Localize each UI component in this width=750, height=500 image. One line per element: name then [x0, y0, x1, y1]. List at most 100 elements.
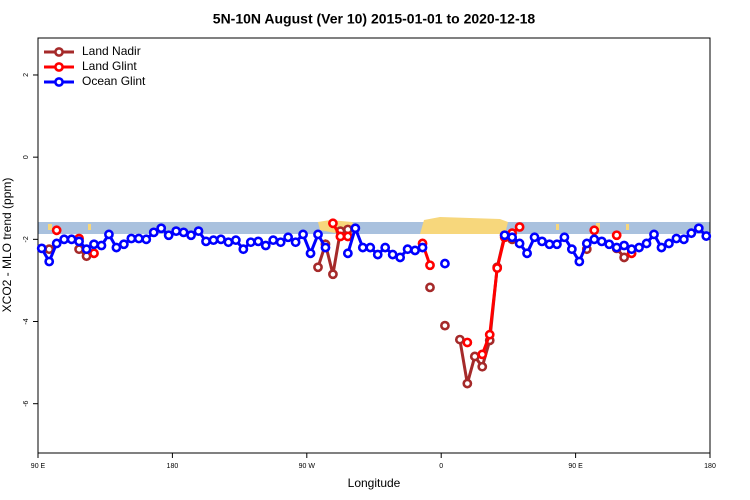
data-point — [589, 234, 600, 245]
x-tick-label: 90 E — [31, 463, 46, 470]
data-point — [641, 238, 652, 249]
data-point — [544, 239, 555, 250]
data-point — [104, 229, 114, 240]
data-point — [305, 248, 316, 259]
data-point — [626, 244, 637, 255]
data-point — [372, 249, 383, 260]
data-point — [298, 229, 308, 240]
data-point — [81, 244, 92, 255]
legend-label: Land Nadir — [82, 44, 141, 58]
data-point — [96, 240, 107, 251]
data-point — [417, 242, 428, 253]
data-point — [313, 262, 323, 273]
data-point — [425, 260, 435, 271]
legend-swatch-point — [54, 77, 64, 87]
data-point — [693, 223, 704, 234]
data-point — [36, 243, 47, 254]
data-point — [342, 231, 353, 242]
data-point — [462, 337, 473, 348]
data-point — [559, 232, 570, 243]
data-point — [245, 237, 256, 248]
data-point — [66, 234, 77, 245]
data-point — [387, 249, 398, 260]
data-point — [395, 252, 406, 263]
data-point — [133, 233, 144, 244]
data-point — [268, 235, 279, 246]
data-point — [44, 256, 55, 267]
data-point — [163, 230, 174, 241]
data-point — [686, 228, 697, 239]
chart-title: 5N-10N August (Ver 10) 2015-01-01 to 202… — [213, 11, 536, 27]
data-point — [477, 349, 488, 360]
data-point — [499, 230, 510, 241]
data-point — [350, 223, 361, 234]
data-point — [469, 351, 480, 362]
data-point — [514, 222, 525, 232]
x-tick-label: 180 — [704, 463, 716, 470]
data-point — [440, 258, 450, 269]
data-point — [148, 227, 159, 238]
x-tick-label: 180 — [167, 463, 179, 470]
data-point — [529, 232, 540, 243]
data-point — [89, 239, 99, 250]
data-point — [193, 226, 204, 237]
data-point — [74, 244, 84, 255]
data-point — [581, 238, 592, 249]
data-point — [507, 232, 518, 243]
y-tick-label: 0 — [23, 155, 30, 159]
data-point — [201, 236, 211, 247]
data-point — [156, 223, 167, 234]
data-point — [619, 240, 630, 251]
data-point — [223, 237, 234, 248]
data-point — [492, 263, 503, 273]
data-point — [208, 235, 219, 246]
data-point — [141, 234, 152, 245]
data-point — [230, 235, 241, 246]
data-point — [462, 378, 473, 389]
data-point — [111, 242, 122, 253]
data-point — [365, 242, 376, 253]
y-tick-label: -6 — [23, 400, 30, 406]
data-point — [328, 218, 338, 229]
data-point — [454, 334, 465, 345]
legend-label: Land Glint — [82, 59, 137, 73]
legend-swatch-point — [54, 47, 64, 57]
data-point — [552, 239, 562, 250]
data-point — [649, 229, 659, 240]
x-tick-label: 90 E — [568, 463, 583, 470]
data-point — [566, 244, 577, 255]
x-tick-label: 0 — [439, 463, 443, 470]
y-axis-label: XCO2 - MLO trend (ppm) — [0, 178, 14, 313]
data-point — [342, 248, 353, 259]
data-point — [380, 242, 391, 253]
data-point — [171, 226, 182, 237]
land-mask-strip — [38, 217, 710, 234]
data-point — [574, 256, 585, 267]
data-point — [477, 361, 488, 372]
data-point — [357, 242, 368, 253]
data-point — [537, 236, 547, 247]
data-point — [126, 233, 137, 244]
data-point — [634, 242, 644, 253]
data-point — [604, 239, 615, 250]
data-point — [619, 252, 630, 263]
data-point — [671, 233, 682, 244]
data-point — [51, 238, 62, 249]
data-point — [283, 232, 294, 243]
data-point — [118, 239, 129, 250]
data-point — [678, 234, 689, 245]
y-tick-label: -2 — [23, 236, 30, 242]
data-point — [440, 320, 450, 331]
data-point — [611, 242, 622, 253]
data-point — [514, 238, 525, 249]
data-point — [335, 231, 346, 242]
data-point — [74, 236, 84, 247]
data-point — [701, 231, 712, 241]
data-point — [589, 225, 600, 236]
data-point — [178, 227, 189, 238]
data-point — [253, 236, 264, 247]
x-tick-label: 90 W — [299, 463, 316, 470]
data-point — [313, 229, 323, 240]
data-point — [290, 237, 301, 248]
